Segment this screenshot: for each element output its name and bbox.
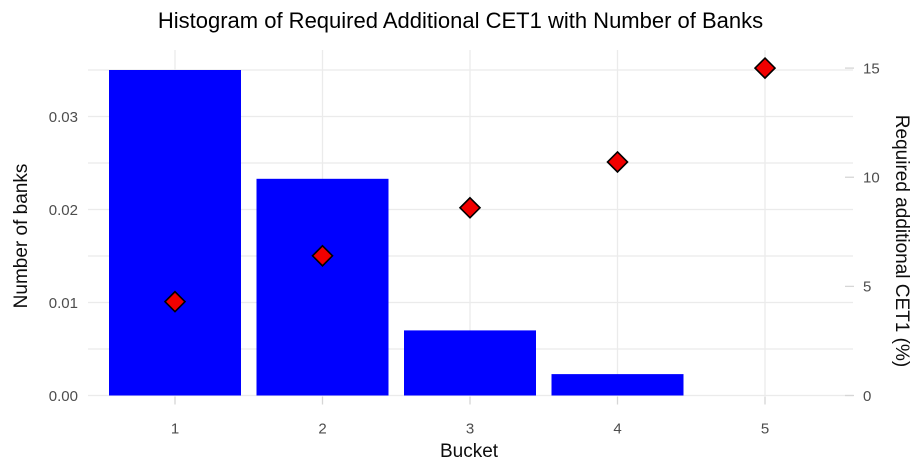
x-tick-label: 4	[613, 420, 621, 437]
y-left-tick-label: 0.00	[49, 388, 78, 405]
y-left-tick-label: 0.02	[49, 202, 78, 219]
x-tick-label: 5	[761, 420, 769, 437]
x-axis-title: Bucket	[439, 441, 499, 462]
cet1-point-bucket-4	[606, 150, 629, 174]
x-tick-label: 1	[171, 420, 179, 437]
cet1-point-bucket-5	[753, 56, 777, 80]
histogram-bar-bucket-4	[551, 374, 684, 396]
y-left-tick-label: 0.03	[49, 109, 78, 126]
histogram-bar-bucket-1	[109, 70, 241, 396]
y-right-tick-label: 5	[863, 279, 871, 296]
y-right-tick-label: 10	[863, 169, 880, 186]
y-right-tick-label: 0	[863, 388, 871, 405]
cet1-point-bucket-2	[311, 244, 334, 267]
y-right-tick-label: 15	[863, 60, 880, 77]
cet1-point-bucket-3	[458, 196, 482, 219]
x-tick-label: 3	[466, 420, 474, 437]
cet1-point-bucket-1	[163, 290, 187, 313]
chart-title: Histogram of Required Additional CET1 wi…	[157, 8, 764, 33]
y-left-tick-label: 0.01	[49, 295, 78, 312]
histogram-bar-bucket-2	[256, 178, 389, 396]
histogram-bar-bucket-3	[404, 330, 536, 396]
x-tick-label: 2	[318, 420, 326, 437]
